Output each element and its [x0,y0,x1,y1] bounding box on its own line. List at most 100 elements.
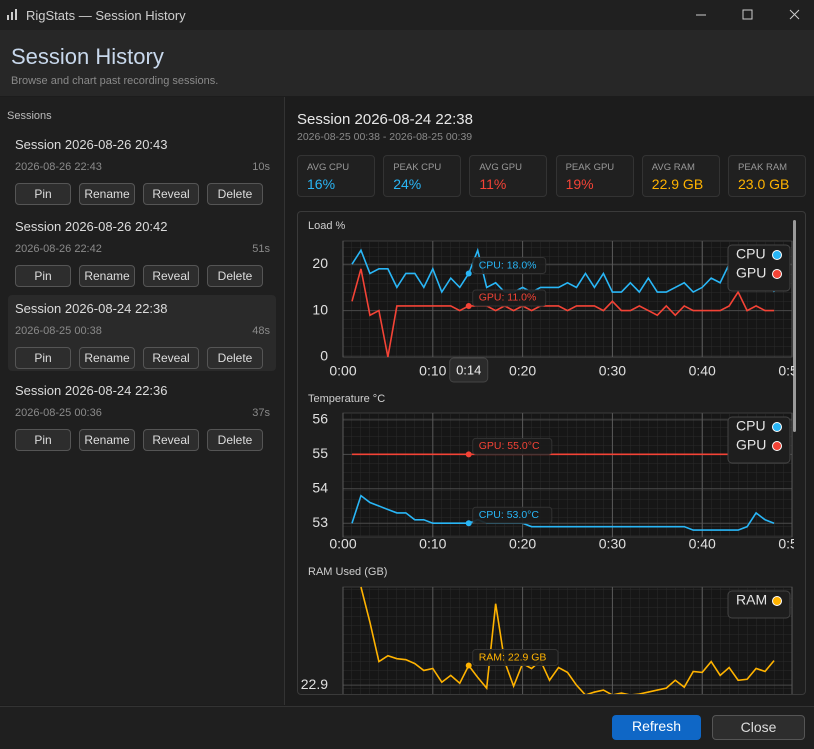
session-action-button[interactable]: Reveal [143,265,199,287]
session-card[interactable]: Session 2026-08-26 20:43 2026-08-26 22:43… [8,131,276,207]
legend-swatch [772,422,782,432]
chart-title: Load % [308,220,346,232]
session-action-button[interactable]: Rename [79,265,135,287]
tooltip-text: GPU: 55.0°C [479,440,540,452]
session-date: 2026-08-26 22:42 [15,243,102,255]
hover-marker [465,520,472,527]
y-tick-label: 55 [312,445,328,461]
stat-card: AVG RAM 22.9 GB [641,155,720,197]
detail-title: Session 2026-08-24 22:38 [297,111,473,128]
stat-card: AVG CPU 16% [297,155,375,197]
y-tick-label: 56 [312,411,328,427]
session-action-button[interactable]: Pin [15,429,71,451]
minor-grid [343,241,792,357]
page-title: Session History [11,44,164,69]
stat-card: PEAK RAM 23.0 GB [728,155,806,197]
session-date: 2026-08-26 22:43 [15,161,102,173]
stat-value: 24% [393,176,422,192]
stat-label: PEAK RAM [738,162,788,173]
page-subtitle: Browse and chart past recording sessions… [11,75,219,87]
minor-grid [343,413,792,537]
y-tick-label: 10 [312,301,328,317]
x-tick-label: 0:50 [778,536,794,552]
stat-card: AVG GPU 11% [469,155,548,197]
refresh-button[interactable]: Refresh [612,715,701,740]
minor-grid [343,587,792,694]
scrollbar[interactable] [793,220,796,432]
session-action-button[interactable]: Rename [79,347,135,369]
x-tick-label: 0:30 [599,536,626,552]
tooltip-text: GPU: 11.0% [479,292,537,304]
sessions-label: Sessions [7,110,52,122]
legend-label: CPU [736,246,766,262]
close-button[interactable]: Close [712,715,805,740]
session-title: Session 2026-08-24 22:36 [15,383,168,398]
session-title: Session 2026-08-24 22:38 [15,301,168,316]
tooltip-box [472,289,547,307]
stat-label: PEAK CPU [393,162,442,173]
x-tick-label: 0:00 [329,363,356,379]
series-line [351,268,775,358]
session-action-button[interactable]: Reveal [143,347,199,369]
x-tick-label: 0:10 [419,363,446,379]
sessions-panel: Sessions Session 2026-08-26 20:43 2026-08… [0,97,285,705]
legend-swatch [772,250,782,260]
x-tick-label: 0:40 [689,536,716,552]
x-tick-label: 0:30 [599,363,626,379]
session-duration: 10s [252,161,270,173]
crosshair-label: 0:14 [456,362,481,377]
title-bar: RigStats — Session History [0,0,814,30]
window-controls[interactable] [680,0,814,30]
stat-label: AVG RAM [651,162,695,173]
session-duration: 51s [252,243,270,255]
stat-card: PEAK CPU 24% [383,155,462,197]
x-tick-label: 0:50 [778,363,794,379]
session-card[interactable]: Session 2026-08-26 20:42 2026-08-26 22:42… [8,213,276,289]
session-action-button[interactable]: Reveal [143,429,199,451]
legend-label: CPU [736,418,766,434]
session-action-button[interactable]: Delete [207,265,263,287]
charts: Load % 0 10 20 0:00 0:10 0:20 0:30 0:40 0:50 0:14 C… [301,220,794,694]
stat-card: PEAK GPU 19% [555,155,634,197]
legend-label: RAM [736,592,767,608]
x-tick-label: 0:40 [689,363,716,379]
session-action-button[interactable]: Reveal [143,183,199,205]
tooltip-box [472,506,553,524]
stat-value: 22.9 GB [651,176,704,192]
stat-label: PEAK GPU [565,162,615,173]
stat-value: 16% [307,176,336,192]
session-action-button[interactable]: Delete [207,183,263,205]
legend-swatch [772,596,782,606]
x-tick-label: 0:00 [329,536,356,552]
series-line [351,494,775,531]
session-date: 2026-08-25 00:36 [15,407,102,419]
session-duration: 37s [252,407,270,419]
stat-label: AVG GPU [479,162,522,173]
session-action-button[interactable]: Delete [207,347,263,369]
y-tick-label: 0 [320,348,328,364]
session-card[interactable]: Session 2026-08-24 22:36 2026-08-25 00:36… [8,377,276,453]
session-action-button[interactable]: Pin [15,183,71,205]
session-action-button[interactable]: Delete [207,429,263,451]
x-tick-label: 0:20 [509,363,536,379]
legend-label: GPU [736,437,766,453]
window-title: RigStats — Session History [26,8,186,23]
y-tick-label: 54 [312,479,328,495]
series-line [360,586,775,694]
app-icon [7,9,17,20]
tooltip-box [472,256,547,274]
y-tick-label: 53 [312,514,328,530]
series-line [351,419,775,456]
x-tick-label: 0:20 [509,536,536,552]
session-action-button[interactable]: Pin [15,265,71,287]
session-action-button[interactable]: Pin [15,347,71,369]
session-title: Session 2026-08-26 20:43 [15,137,168,152]
y-tick-label: 22.9 [301,676,328,692]
session-card[interactable]: Session 2026-08-24 22:38 2026-08-25 00:38… [8,295,276,371]
stat-value: 23.0 GB [738,176,790,192]
session-action-button[interactable]: Rename [79,183,135,205]
header: Session History Browse and chart past re… [0,30,814,96]
hover-marker [465,662,472,669]
session-action-button[interactable]: Rename [79,429,135,451]
